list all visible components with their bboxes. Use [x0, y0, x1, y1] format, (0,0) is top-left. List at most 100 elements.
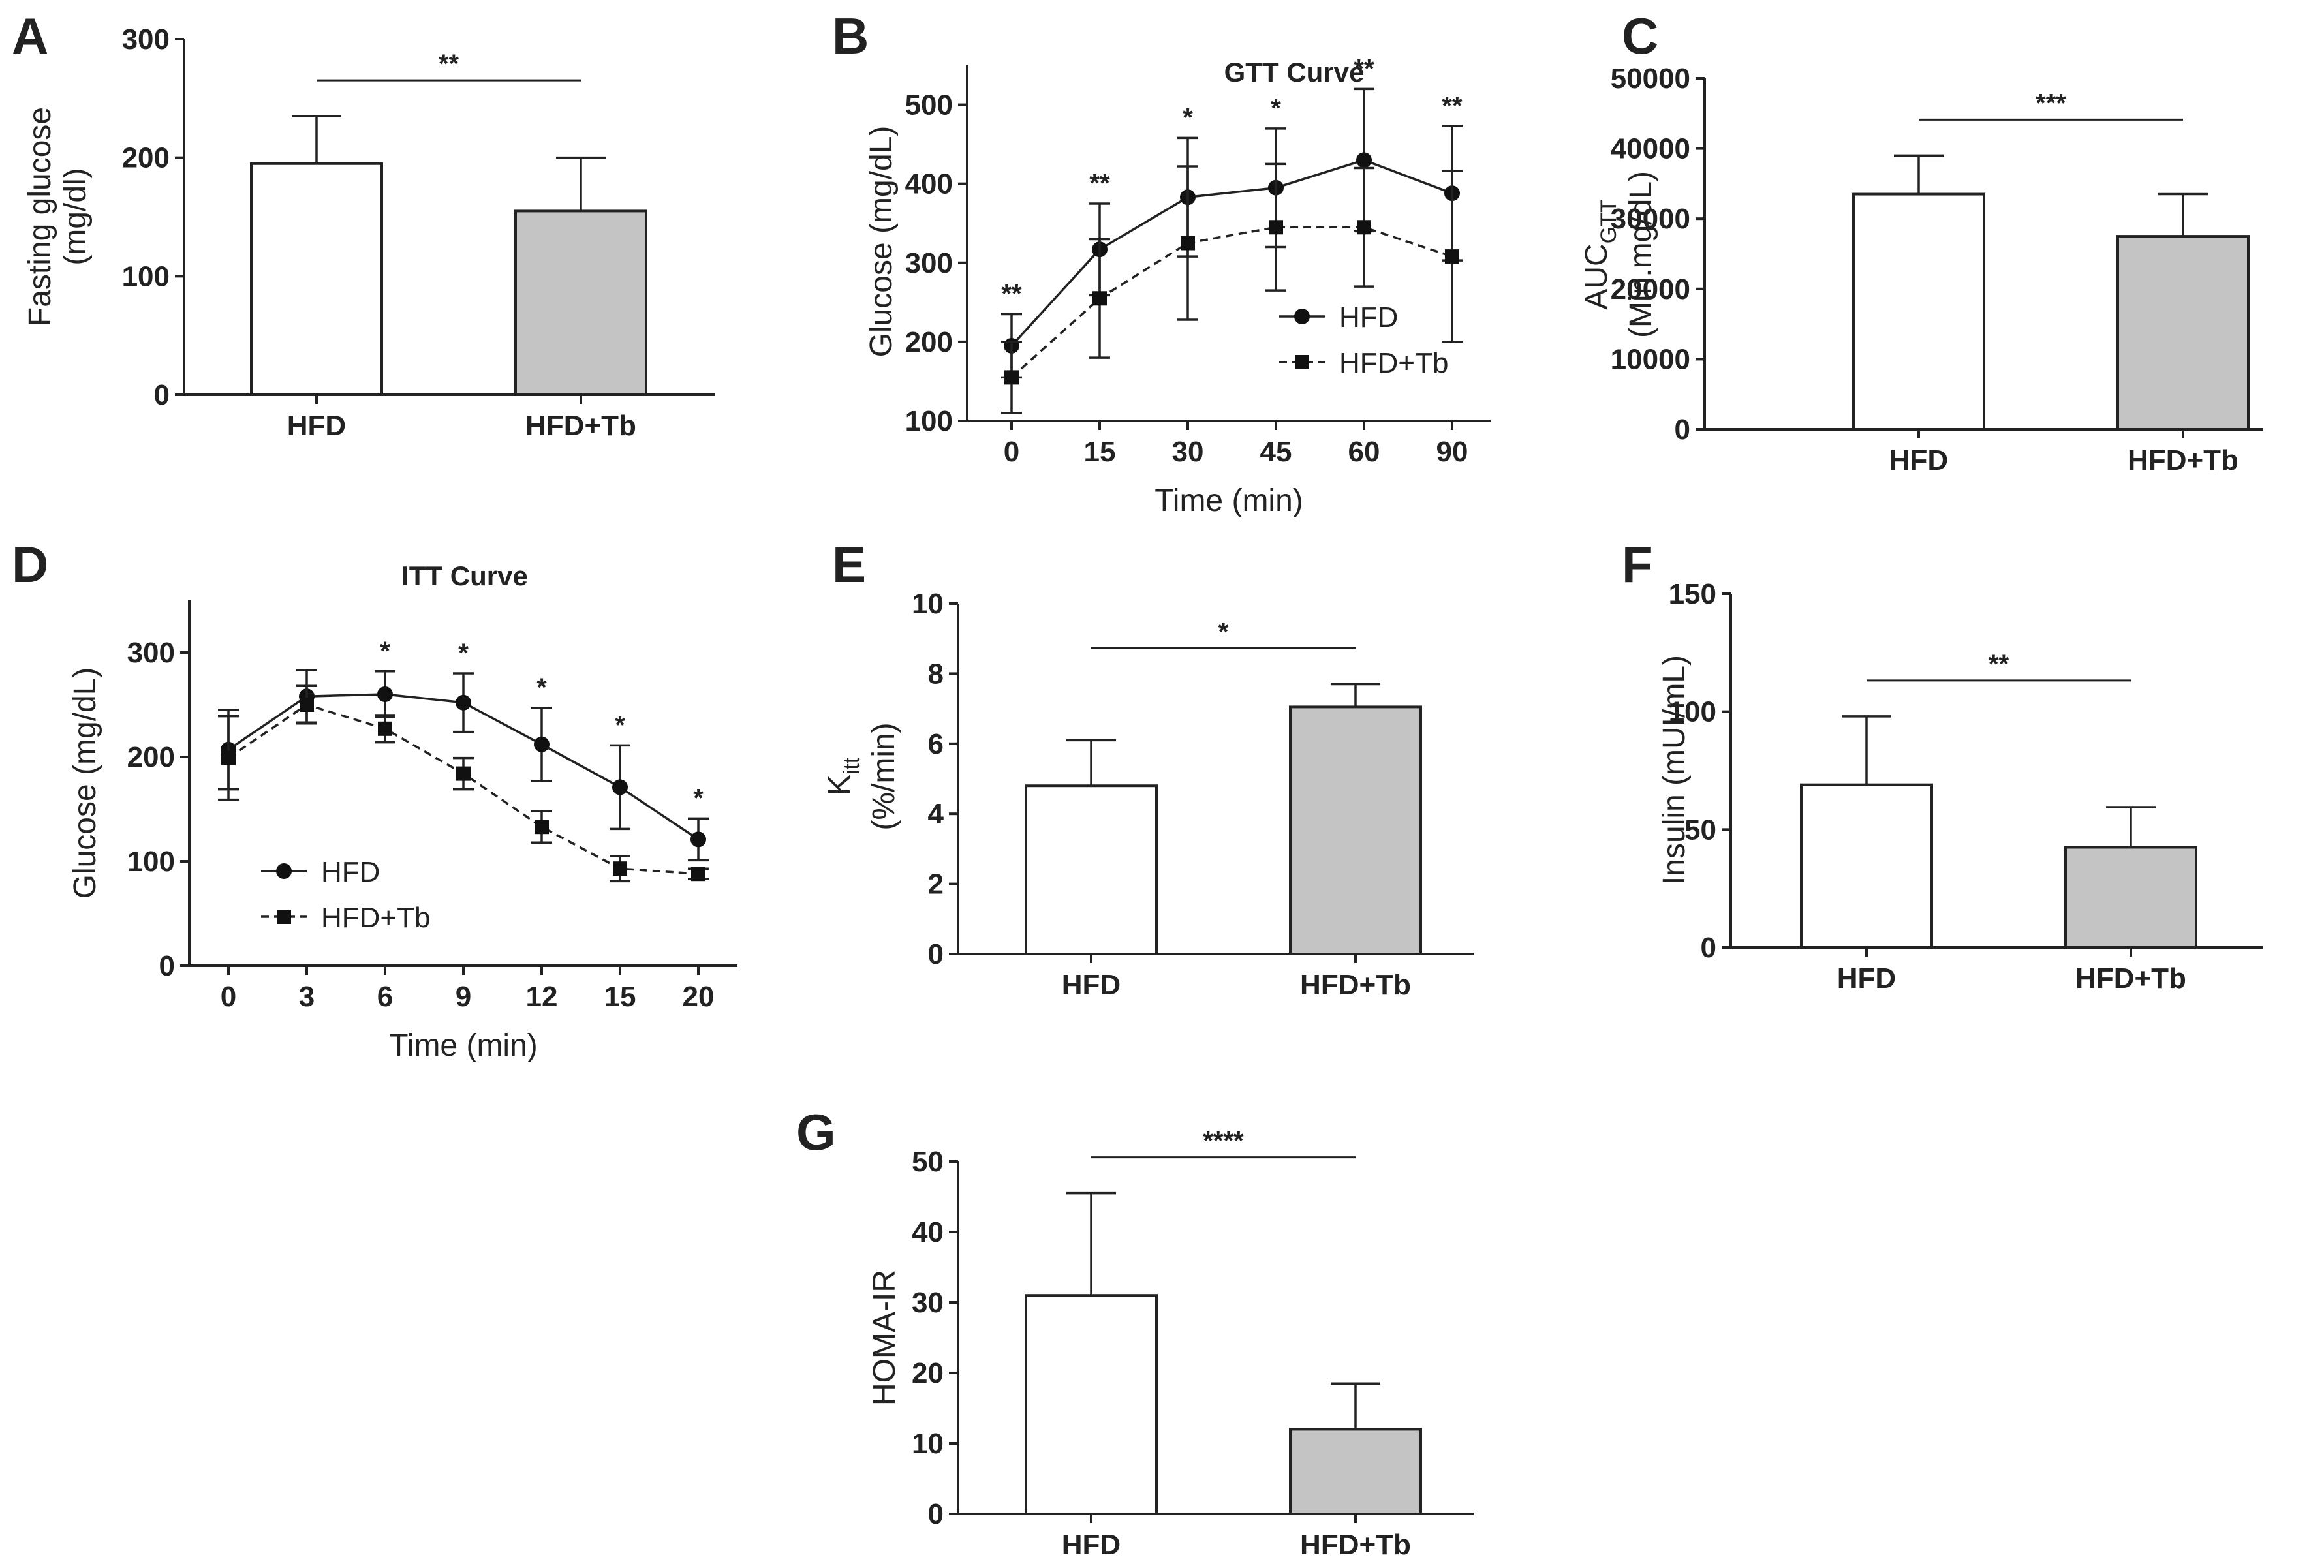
x-tick-label: 60	[1348, 436, 1380, 468]
x-tick-label: HFD	[1062, 1529, 1121, 1561]
x-tick-label: HFD	[1837, 962, 1896, 994]
y-tick-label: 200	[122, 142, 170, 174]
y-axis-label: Fasting glucose(mg/dl)	[23, 107, 93, 326]
chart-panel-F: F Insulin (mUI/mL) HFD HFD+Tb 0 50 100 150 **	[1622, 536, 2263, 994]
legend-label: HFD	[1339, 301, 1398, 333]
y-axis-label-line: (Min.mg/dL)	[1624, 171, 1658, 338]
y-tick-label: 40	[912, 1216, 944, 1248]
y-tick-label: 300	[905, 247, 953, 279]
x-tick-label: 15	[604, 981, 636, 1013]
chart-title: GTT Curve	[1224, 57, 1365, 87]
panel-letter: F	[1622, 536, 1653, 593]
bar-hfd	[1025, 1294, 1158, 1515]
y-tick-label: 40000	[1611, 133, 1690, 165]
y-axis-label: HOMA-IR	[867, 1270, 902, 1406]
legend-marker	[277, 910, 291, 924]
y-tick-label: 100	[122, 260, 170, 292]
bar-hfd-tb	[1289, 705, 1422, 956]
series-0-point	[456, 694, 471, 711]
y-axis-label-subscript: GTT	[1596, 199, 1621, 243]
x-tick-label: HFD+Tb	[2128, 444, 2239, 476]
series-1-point	[1269, 220, 1283, 235]
y-tick-label: 4	[928, 798, 944, 830]
x-axis-label: Time (min)	[1154, 484, 1303, 518]
y-tick-label: 0	[928, 1498, 944, 1530]
series-0-point	[612, 779, 628, 795]
y-tick-label: 0	[928, 938, 944, 970]
series-1-point	[535, 820, 549, 835]
x-axis-label: Time (min)	[389, 1028, 538, 1063]
significance-label: **	[439, 50, 459, 78]
y-axis-label: Glucose (mg/dL)	[68, 668, 102, 899]
series-1-point	[1357, 220, 1371, 235]
legend-label: HFD+Tb	[1339, 347, 1448, 379]
x-tick-label: 90	[1436, 436, 1468, 468]
x-tick-label: 15	[1084, 436, 1116, 468]
y-axis-label-line: Glucose (mg/dL)	[864, 126, 899, 358]
x-tick-label: 45	[1260, 436, 1292, 468]
significance-asterisk: *	[1271, 94, 1281, 123]
chart-panel-E: E Kitt(%/min) HFD HFD+Tb 0 2 4 6 8 10 *	[822, 536, 1474, 1001]
y-tick-label: 50000	[1611, 63, 1690, 95]
y-tick-label: 30	[912, 1287, 944, 1319]
bar-hfd	[1800, 783, 1933, 949]
y-tick-label: 100	[127, 846, 175, 878]
y-axis-label: Insulin (mUI/mL)	[1657, 655, 1692, 885]
series-line-0	[1010, 159, 1453, 347]
significance-asterisk: **	[1089, 169, 1110, 198]
x-tick-label: 20	[683, 981, 715, 1013]
significance-asterisk: **	[1354, 54, 1374, 83]
y-tick-label: 50	[1684, 814, 1716, 846]
bar-hfd	[1852, 192, 1985, 431]
y-tick-label: 200	[127, 741, 175, 773]
y-axis-label-line: AUC	[1579, 243, 1614, 309]
y-tick-label: 20000	[1611, 273, 1690, 305]
x-tick-label: 0	[221, 981, 236, 1013]
y-tick-label: 20	[912, 1357, 944, 1389]
x-tick-label: HFD+Tb	[2075, 962, 2186, 994]
y-tick-label: 8	[928, 658, 944, 690]
chart-panel-G: G HOMA-IR HFD HFD+Tb 0 10 20 30 40 50 ****	[796, 1103, 1474, 1561]
chart-panel-B: B Glucose (mg/dL) 0 15 30 45 60 90 100 200 300 400 5…	[832, 7, 1491, 518]
y-axis-label: Glucose (mg/dL)	[864, 126, 899, 358]
series-1-point	[1004, 370, 1019, 385]
y-tick-label: 100	[905, 405, 953, 437]
series-0-point	[690, 831, 706, 848]
y-axis-label: AUCGTT(Min.mg/dL)	[1579, 171, 1658, 338]
significance-label: **	[1989, 650, 2009, 679]
significance-asterisk: **	[1001, 280, 1022, 309]
y-tick-label: 500	[905, 89, 953, 121]
x-tick-label: HFD	[287, 410, 346, 442]
series-0-point	[534, 736, 550, 752]
series-1-point	[300, 698, 314, 712]
y-axis-label-line: (%/min)	[867, 722, 901, 830]
chart-panel-C: C AUCGTT(Min.mg/dL) HFD HFD+Tb 0 10000 20000 30…	[1579, 7, 2263, 476]
y-axis-label-line: Glucose (mg/dL)	[68, 668, 102, 899]
series-1-point	[691, 867, 705, 882]
y-axis-label-line: K	[822, 775, 857, 795]
y-tick-label: 150	[1669, 578, 1716, 610]
series-1-point	[613, 861, 627, 876]
significance-asterisk: *	[1183, 103, 1193, 132]
bar-hfd-tb	[514, 209, 647, 396]
x-tick-label: HFD+Tb	[1300, 1529, 1411, 1561]
legend-marker	[1295, 355, 1309, 369]
y-tick-label: 10	[912, 588, 944, 620]
panel-letter: D	[12, 536, 48, 593]
significance-asterisk: *	[693, 784, 704, 812]
y-tick-label: 0	[1675, 414, 1690, 446]
y-axis-label-line: Insulin (mUI/mL)	[1657, 655, 1692, 885]
y-axis-label-line: (mg/dl)	[58, 168, 93, 265]
series-1-point	[456, 766, 471, 781]
x-tick-label: 30	[1172, 436, 1204, 468]
x-tick-label: 0	[1004, 436, 1019, 468]
x-tick-label: HFD+Tb	[1300, 969, 1411, 1001]
x-tick-label: HFD	[1889, 444, 1948, 476]
x-tick-label: HFD	[1062, 969, 1121, 1001]
y-tick-label: 10	[912, 1428, 944, 1460]
panel-letter: E	[832, 536, 866, 593]
legend-marker	[1294, 309, 1310, 324]
legend-marker	[276, 863, 292, 879]
x-tick-label: 6	[377, 981, 393, 1013]
